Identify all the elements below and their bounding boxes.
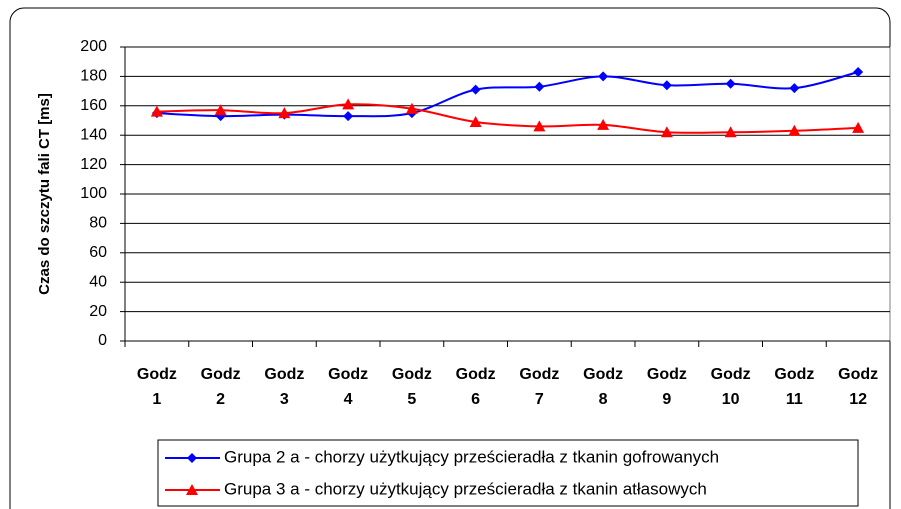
x-tick-label: Godz 3 [264,366,305,408]
marker [533,120,546,132]
y-tick-label: 20 [89,303,107,320]
marker [724,126,737,138]
y-tick-label: 80 [89,215,107,232]
y-tick-label: 0 [98,332,107,349]
x-tick-label: Godz 2 [200,366,241,408]
x-tick-label: Godz 4 [328,366,369,408]
y-tick-label: 200 [80,38,107,55]
marker [788,124,801,136]
marker [342,98,355,110]
marker [660,126,673,138]
y-tick-label: 180 [80,68,107,85]
marker [150,105,163,117]
marker [469,115,482,127]
y-tick-label: 40 [89,273,107,290]
marker [405,102,418,114]
marker [597,118,610,130]
legend-box [157,439,859,507]
x-tick-label: Godz 10 [710,366,751,408]
legend-label: Grupa 3 a - chorzy użytkujący prześciera… [224,479,707,498]
marker [661,80,672,91]
marker [470,84,481,95]
y-tick-label: 60 [89,244,107,261]
x-tick-label: Godz 1 [136,366,177,408]
marker [598,71,609,82]
marker [278,107,291,119]
x-tick-label: Godz 9 [646,366,687,408]
x-tick-label: Godz 12 [838,366,879,408]
x-tick-label: Godz 7 [519,366,560,408]
marker [853,66,864,77]
y-tick-label: 100 [80,185,107,202]
y-tick-label: 160 [80,97,107,114]
marker [214,104,227,116]
y-tick-label: 120 [80,156,107,173]
marker [852,121,865,133]
x-tick-label: Godz 11 [774,366,815,408]
marker [187,453,197,463]
y-tick-label: 140 [80,126,107,143]
marker [789,83,800,94]
marker [186,484,198,495]
x-tick-label: Godz 8 [583,366,624,408]
y-axis-title: Czas do szczytu fali CT [ms] [36,93,53,295]
x-tick-label: Godz 5 [391,366,432,408]
marker [534,81,545,92]
legend-label: Grupa 2 a - chorzy użytkujący prześciera… [224,447,719,466]
x-tick-label: Godz 6 [455,366,496,408]
marker [343,111,354,122]
marker [725,78,736,89]
